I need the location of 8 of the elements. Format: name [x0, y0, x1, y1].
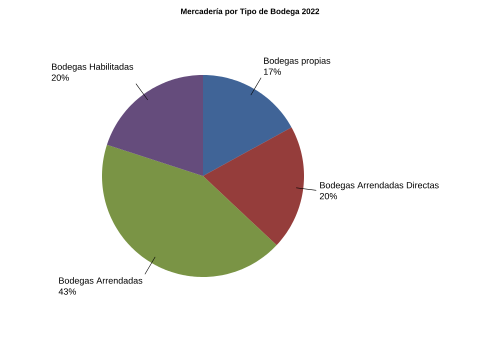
slice-label: Bodegas Arrendadas Directas: [320, 182, 439, 190]
data-label: 43%: [58, 288, 76, 295]
data-label: 20%: [52, 74, 69, 81]
slice-label: Bodegas propias: [264, 57, 330, 66]
data-label: 17%: [264, 68, 281, 75]
slice-label: Bodegas Arrendadas: [59, 277, 142, 286]
data-label: 20%: [320, 192, 338, 200]
slice-label: Bodegas Habilitadas: [52, 63, 134, 72]
